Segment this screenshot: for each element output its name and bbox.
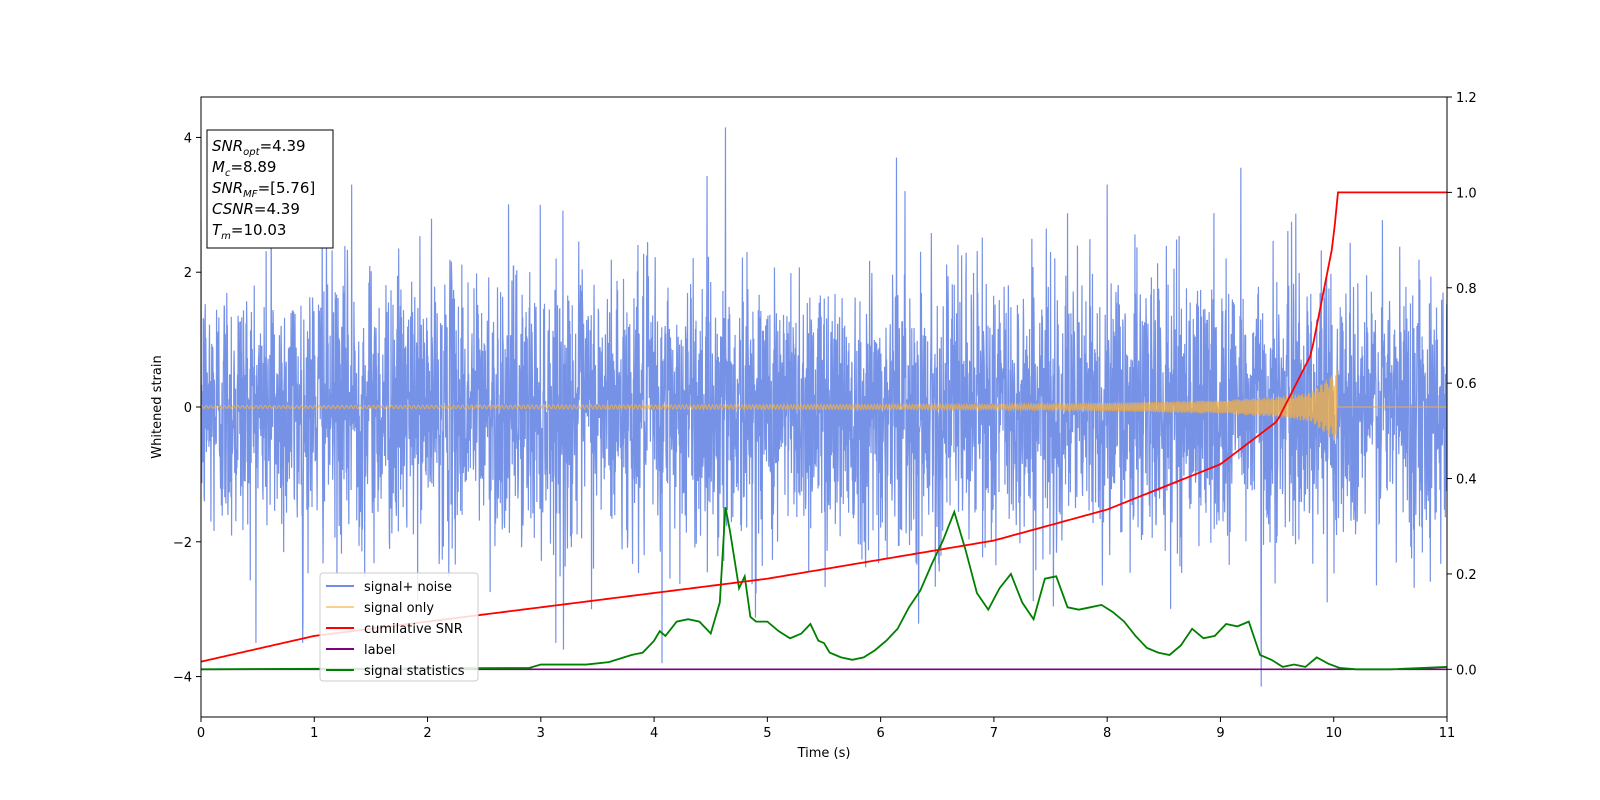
- y-right-tick-label: 0.4: [1456, 473, 1477, 488]
- y-left-tick-label: 4: [184, 131, 192, 146]
- legend-entry: cumilative SNR: [364, 622, 463, 637]
- x-tick-label: 1: [310, 726, 318, 741]
- info-row: SNRMF=[5.76]: [212, 179, 315, 200]
- x-tick-label: 9: [1216, 726, 1224, 741]
- x-tick-label: 7: [990, 726, 998, 741]
- x-tick-label: 5: [763, 726, 771, 741]
- x-tick-label: 3: [537, 726, 545, 741]
- x-tick-label: 0: [197, 726, 205, 741]
- y-left-tick-label: −4: [173, 671, 192, 686]
- info-row: SNRopt=4.39: [212, 137, 306, 158]
- info-box-frame: [206, 129, 334, 249]
- y-right-tick-label: 0.8: [1456, 282, 1477, 297]
- legend-entry: label: [364, 643, 395, 658]
- y-right-tick-label: 0.0: [1456, 663, 1477, 678]
- x-tick-label: 8: [1103, 726, 1111, 741]
- x-tick-label: 2: [423, 726, 431, 741]
- signal-only-line: [201, 370, 1447, 441]
- legend-frame: [319, 572, 479, 682]
- x-axis-label: Time (s): [797, 746, 851, 761]
- y-right-tick-label: 1.0: [1456, 186, 1477, 201]
- y-right-tick-label: 0.6: [1456, 377, 1477, 392]
- x-tick-label: 4: [650, 726, 658, 741]
- y-right-tick-label: 1.2: [1456, 91, 1477, 106]
- info-row: Tm=10.03: [212, 221, 286, 242]
- y-left-tick-label: 0: [184, 401, 192, 416]
- info-row: CSNR=4.39: [212, 200, 300, 218]
- legend: signal+ noise signal only cumilative SNR la…: [319, 572, 479, 682]
- y-left-tick-label: 2: [184, 266, 192, 281]
- x-tick-label: 11: [1439, 726, 1456, 741]
- y-axis-label: Whitened strain: [150, 355, 165, 458]
- legend-entry: signal statistics: [364, 664, 465, 679]
- y-right-tick-label: 0.2: [1456, 568, 1477, 583]
- y-left-tick-label: −2: [173, 536, 192, 551]
- x-tick-label: 6: [876, 726, 884, 741]
- x-tick-label: 10: [1325, 726, 1342, 741]
- legend-entry: signal only: [364, 601, 434, 616]
- signal-statistics-line: [201, 506, 1447, 671]
- info-row: Mc=8.89: [212, 158, 276, 179]
- legend-entry: signal+ noise: [364, 580, 452, 595]
